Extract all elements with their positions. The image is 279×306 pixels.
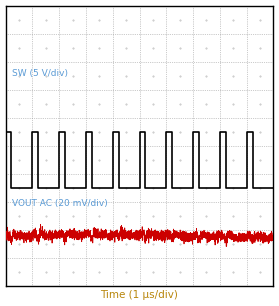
Text: VOUT AC (20 mV/div): VOUT AC (20 mV/div): [12, 199, 108, 208]
Text: SW (5 V/div): SW (5 V/div): [12, 69, 68, 78]
X-axis label: Time (1 μs/div): Time (1 μs/div): [100, 290, 179, 300]
